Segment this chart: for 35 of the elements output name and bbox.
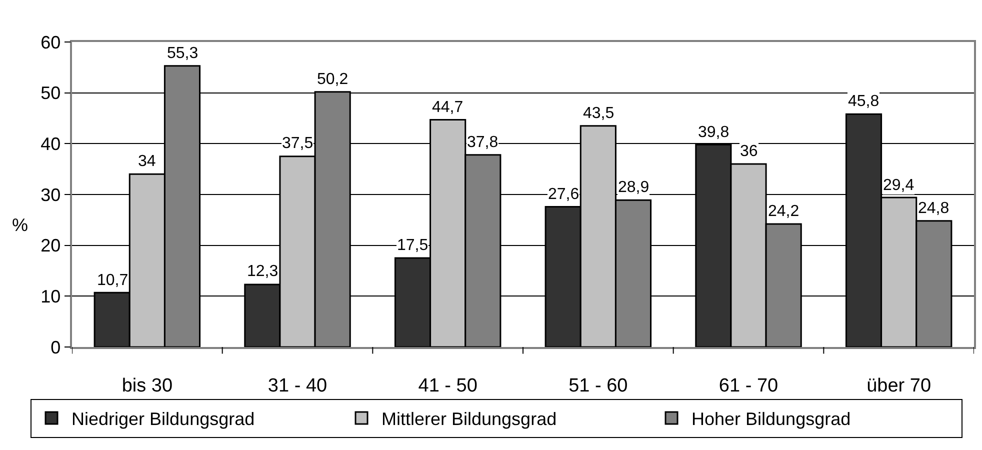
x-tick-label: 61 - 70 xyxy=(718,376,778,397)
data-label: 55,3 xyxy=(167,45,198,62)
data-label: 37,5 xyxy=(282,135,314,152)
legend-label: Niedriger Bildungsgrad xyxy=(72,409,255,430)
y-tick-label: 30 xyxy=(40,184,61,205)
data-label: 37,8 xyxy=(467,134,498,151)
data-label: 50,2 xyxy=(317,71,348,88)
x-tick-label: 51 - 60 xyxy=(568,376,628,397)
x-tick-label: 31 - 40 xyxy=(268,376,328,397)
y-tick-label: 60 xyxy=(40,32,61,52)
data-label: 39,8 xyxy=(698,124,730,141)
x-tick-label: 41 - 50 xyxy=(418,376,478,397)
data-label: 45,8 xyxy=(848,93,880,110)
data-label: 24,8 xyxy=(918,200,950,217)
data-label: 44,7 xyxy=(432,99,464,116)
data-label: 24,2 xyxy=(768,203,800,220)
data-label: 10,7 xyxy=(97,272,128,289)
data-label: 34 xyxy=(138,153,156,170)
x-tick-label: über 70 xyxy=(866,376,932,397)
y-tick-label: 0 xyxy=(50,337,61,358)
data-label: 43,5 xyxy=(583,105,614,122)
data-label: 12,3 xyxy=(247,263,278,280)
y-tick-label: 50 xyxy=(40,83,61,104)
data-label: 28,9 xyxy=(618,179,650,196)
data-label: 17,5 xyxy=(397,237,428,254)
data-label: 27,6 xyxy=(548,186,580,203)
legend-label: Hoher Bildungsgrad xyxy=(692,409,851,430)
y-axis-title: % xyxy=(12,215,28,235)
y-tick-label: 20 xyxy=(40,236,61,256)
data-label: 36 xyxy=(740,143,758,160)
x-tick-label: bis 30 xyxy=(122,376,173,397)
data-label: 29,4 xyxy=(883,177,914,194)
y-tick-label: 10 xyxy=(40,286,61,306)
legend-label: Mittlerer Bildungsgrad xyxy=(382,409,557,430)
y-tick-label: 40 xyxy=(40,134,61,154)
